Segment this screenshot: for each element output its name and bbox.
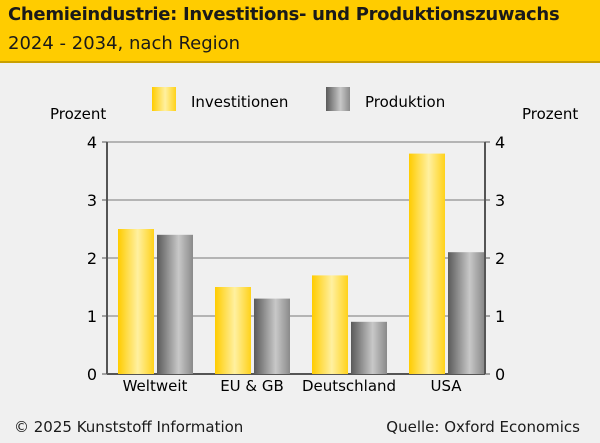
- y-tick-label-right: 1: [495, 307, 505, 326]
- bar-investitionen-3: [409, 153, 445, 374]
- bar-investitionen-1: [215, 287, 251, 374]
- y-tick-label-right: 3: [495, 191, 505, 210]
- bar-produktion-1: [254, 298, 290, 374]
- legend-swatch-investitionen: [152, 87, 176, 111]
- legend-swatch-produktion: [326, 87, 350, 111]
- source: Quelle: Oxford Economics: [386, 418, 580, 436]
- chart-subtitle: 2024 - 2034, nach Region: [8, 33, 241, 54]
- bar-produktion-0: [157, 234, 193, 374]
- bar-produktion-2: [351, 321, 387, 374]
- y-tick-label-right: 0: [495, 365, 505, 384]
- y-tick-label-left: 4: [87, 133, 97, 152]
- x-tick-label: USA: [430, 377, 462, 395]
- y-tick-label-right: 2: [495, 249, 505, 268]
- copyright: © 2025 Kunststoff Information: [14, 418, 244, 436]
- y-tick-label-left: 1: [87, 307, 97, 326]
- legend-label-produktion: Produktion: [365, 93, 445, 111]
- y-tick-label-left: 3: [87, 191, 97, 210]
- y-axis-label-right: Prozent: [522, 105, 578, 123]
- bar-investitionen-2: [312, 275, 348, 374]
- x-tick-label: EU & GB: [220, 377, 284, 395]
- x-tick-label: Deutschland: [302, 377, 396, 395]
- y-tick-label-left: 0: [87, 365, 97, 384]
- bar-investitionen-0: [118, 229, 154, 374]
- y-tick-label-right: 4: [495, 133, 505, 152]
- y-tick-label-left: 2: [87, 249, 97, 268]
- y-axis-label-left: Prozent: [50, 105, 106, 123]
- chart-title: Chemieindustrie: Investitions- und Produ…: [8, 4, 560, 25]
- x-tick-label: Weltweit: [123, 377, 188, 395]
- header: Chemieindustrie: Investitions- und Produ…: [0, 0, 600, 63]
- legend-label-investitionen: Investitionen: [191, 93, 288, 111]
- bar-produktion-3: [448, 252, 484, 374]
